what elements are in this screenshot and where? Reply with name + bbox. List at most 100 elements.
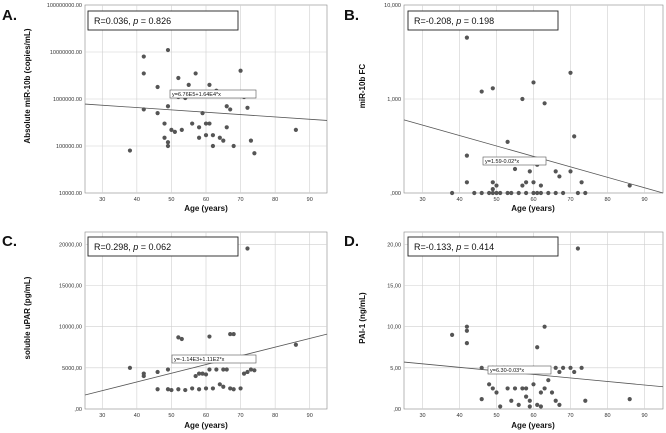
y-tick-label: ,00 — [393, 407, 401, 413]
y-tick-label: 10000,00 — [59, 325, 82, 331]
data-point — [572, 134, 577, 139]
data-point — [165, 47, 171, 53]
x-tick-label: 90 — [307, 197, 313, 203]
data-point — [505, 190, 510, 196]
stat-box — [407, 10, 559, 31]
data-point — [228, 107, 233, 112]
data-point — [549, 390, 555, 395]
data-point — [450, 190, 455, 196]
data-point — [538, 404, 544, 409]
x-tick-label: 30 — [99, 413, 105, 419]
data-point — [293, 127, 298, 133]
data-point — [487, 190, 492, 196]
x-tick-label: 50 — [493, 197, 499, 203]
equation-box — [169, 89, 257, 99]
data-point — [479, 397, 484, 402]
data-point — [568, 365, 573, 370]
data-point — [512, 386, 518, 391]
data-point — [553, 365, 558, 370]
data-point — [575, 190, 581, 196]
x-tick-label: 70 — [567, 413, 573, 419]
data-point — [221, 367, 226, 372]
data-point — [238, 386, 243, 391]
data-point — [561, 190, 566, 196]
stat-text: R=0.298, p = 0.062 — [94, 242, 171, 252]
panel-letter: D. — [344, 233, 359, 250]
x-tick-label: 30 — [99, 197, 105, 203]
data-point — [524, 180, 529, 185]
stat-p-value: = 0.062 — [138, 242, 171, 252]
data-point — [505, 386, 510, 391]
data-point — [221, 384, 226, 389]
data-point — [575, 246, 581, 251]
data-point — [245, 105, 250, 110]
stat-r: R=0.298, — [94, 242, 133, 252]
data-point — [579, 365, 584, 370]
data-point — [557, 174, 562, 179]
x-tick-label: 40 — [134, 197, 140, 203]
data-point — [494, 190, 499, 196]
data-point — [127, 365, 133, 370]
data-point — [546, 378, 551, 383]
data-point — [141, 107, 146, 112]
x-tick-label: 60 — [203, 413, 209, 419]
data-point — [179, 336, 184, 342]
data-point — [165, 143, 171, 149]
y-tick-label: 5,00 — [390, 366, 401, 372]
data-point — [155, 387, 160, 392]
data-point — [293, 342, 298, 347]
data-point — [200, 371, 205, 376]
panel-d: 30 40 50 60 70 80 90 ,00 5,00 10,00 15,00 20,00 y=6.… — [344, 231, 664, 430]
data-point — [531, 80, 536, 85]
data-point — [172, 129, 177, 134]
equation-label: y=6.30-0.03*x — [490, 368, 524, 374]
data-point — [221, 138, 226, 143]
data-point — [509, 190, 514, 196]
y-tick-label: 20000,00 — [59, 242, 82, 248]
x-tick-label: 70 — [567, 197, 573, 203]
fit-line — [403, 119, 664, 194]
data-point — [231, 331, 236, 337]
x-tick-label: 60 — [203, 197, 209, 203]
data-point — [490, 190, 495, 196]
data-point — [238, 68, 243, 73]
stat-box — [87, 236, 239, 257]
data-point — [245, 246, 250, 251]
equation-label: y=6.76E5+1.64E4*x — [172, 92, 221, 98]
data-point — [183, 387, 188, 393]
data-point — [542, 101, 547, 106]
data-point — [498, 404, 503, 409]
data-point — [165, 140, 171, 145]
x-tick-label: 70 — [238, 197, 244, 203]
equation-box — [482, 156, 547, 166]
stat-box — [407, 236, 559, 257]
x-tick-label: 30 — [419, 197, 425, 203]
data-point — [228, 386, 233, 391]
x-tick-label: 30 — [419, 413, 425, 419]
y-tick-label: 15000,00 — [59, 284, 82, 290]
data-point — [531, 180, 536, 185]
data-point — [241, 371, 247, 376]
data-point — [176, 335, 181, 340]
data-point — [479, 89, 484, 94]
data-point — [464, 341, 469, 346]
panel-a: 30 40 50 60 70 80 90 10000.00 100000.00 1000000.0… — [2, 3, 328, 213]
data-point — [248, 367, 254, 372]
data-point — [210, 143, 216, 149]
data-point — [527, 169, 532, 174]
y-tick-label: 15,00 — [387, 284, 401, 290]
data-point — [490, 187, 495, 192]
data-point — [627, 183, 632, 188]
x-axis-title: Age (years) — [184, 204, 228, 213]
data-point — [557, 369, 562, 375]
data-point — [179, 127, 184, 133]
data-point — [464, 153, 469, 158]
data-point — [141, 54, 146, 59]
x-tick-label: 90 — [307, 413, 313, 419]
data-point — [487, 382, 492, 387]
data-point — [228, 331, 233, 337]
x-tick-label: 50 — [168, 197, 174, 203]
data-point — [572, 369, 577, 375]
stat-text: R=-0.133, p = 0.414 — [414, 242, 494, 252]
